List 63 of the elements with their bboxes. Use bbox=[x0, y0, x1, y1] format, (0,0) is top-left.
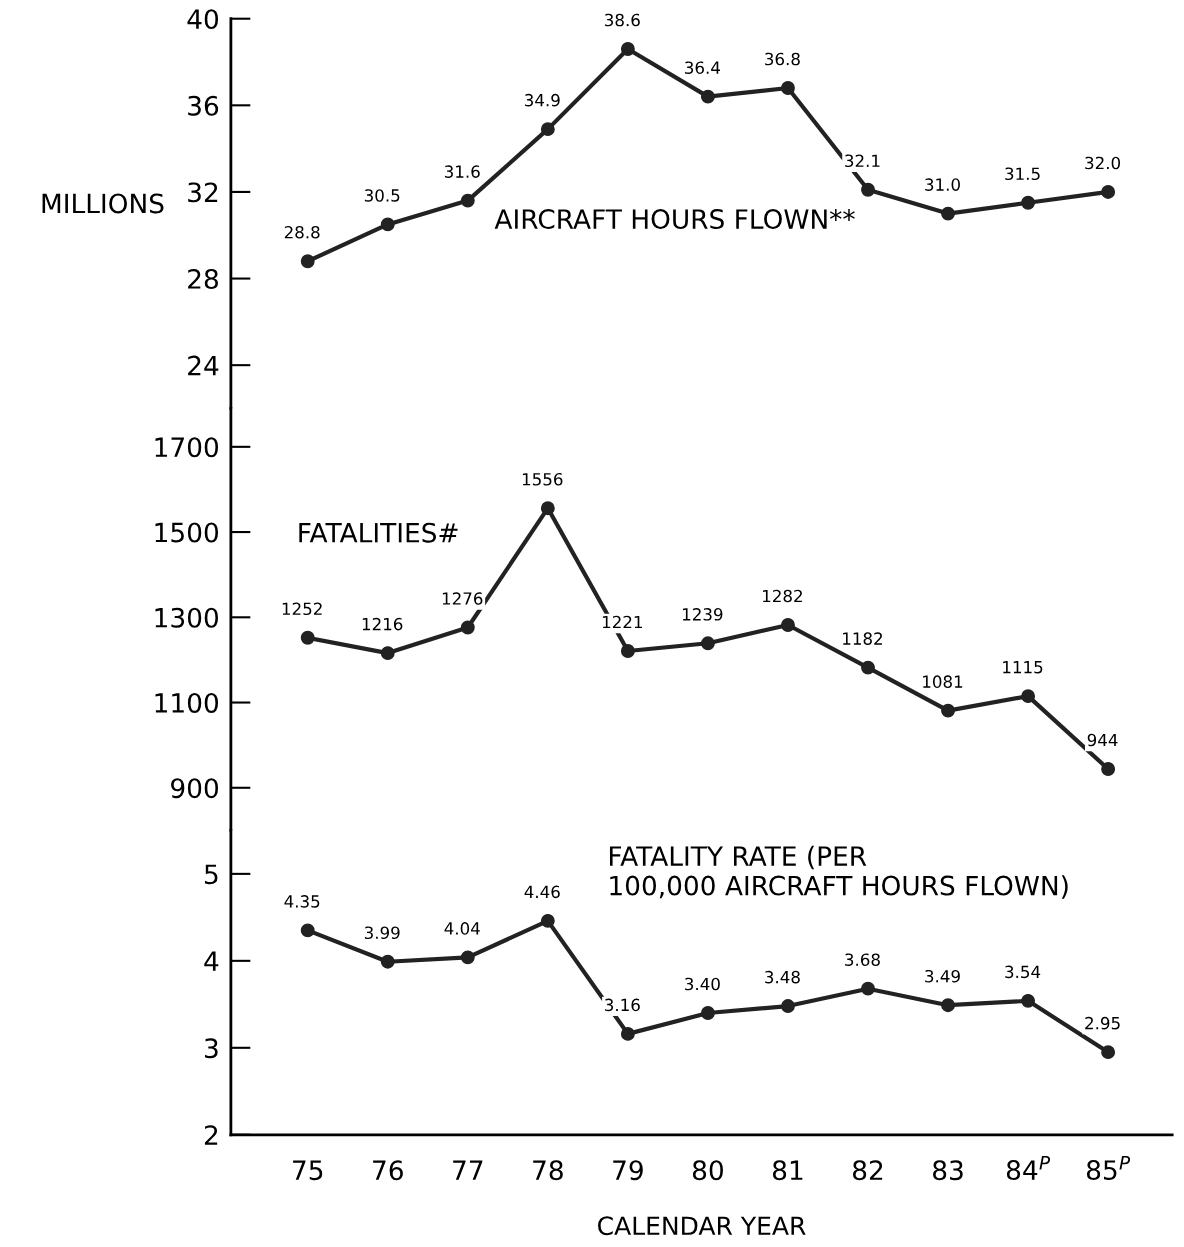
y-tick-label: 1100 bbox=[155, 692, 219, 713]
y-tick-label: 32 bbox=[188, 182, 218, 203]
data-label: 30.5 bbox=[364, 189, 400, 202]
data-label: 3.40 bbox=[685, 977, 720, 991]
x-tick-label: 77 bbox=[453, 1160, 483, 1180]
data-label: 31.6 bbox=[444, 165, 480, 178]
x-tick-label: 76 bbox=[373, 1160, 403, 1181]
x-tick-label: 83 bbox=[933, 1160, 963, 1181]
data-label: 4.35 bbox=[284, 895, 320, 908]
y-tick-label: 1700 bbox=[155, 437, 219, 458]
annotation: FATALITY RATE (PER 100,000 AIRCRAFT HOURS FLOWN) bbox=[609, 845, 1068, 899]
data-label: 38.6 bbox=[605, 13, 640, 27]
y-tick-label: 4 bbox=[204, 951, 219, 971]
data-label: 3.16 bbox=[605, 998, 640, 1012]
data-label: 32.1 bbox=[845, 154, 880, 168]
data-label: 36.8 bbox=[765, 52, 800, 66]
y-tick-label: 24 bbox=[188, 355, 219, 376]
data-label: 1081 bbox=[923, 675, 963, 688]
x-axis-title: CALENDAR YEAR bbox=[598, 1216, 806, 1236]
y-tick-label: 3 bbox=[204, 1038, 218, 1059]
y-tick-label: 28 bbox=[188, 268, 218, 289]
x-tick-label: 82 bbox=[853, 1160, 883, 1181]
data-label: 1182 bbox=[843, 632, 882, 645]
data-label: 31.0 bbox=[925, 178, 960, 191]
y-tick-label: 1500 bbox=[155, 522, 219, 543]
data-label: 2.95 bbox=[1085, 1016, 1120, 1030]
x-tick-label: 78 bbox=[533, 1160, 563, 1181]
annotation: FATALITIES# bbox=[299, 522, 458, 543]
x-tick-label: 79 bbox=[613, 1160, 643, 1181]
data-label: 1276 bbox=[442, 592, 483, 605]
data-label: 3.48 bbox=[765, 970, 800, 984]
data-label: 3.54 bbox=[1005, 965, 1041, 979]
data-label: 3.68 bbox=[845, 953, 880, 966]
y-tick-label: 2 bbox=[204, 1125, 218, 1145]
x-tick-label: 80 bbox=[692, 1160, 723, 1181]
x-tick-label: 81 bbox=[772, 1160, 803, 1181]
annotation: AIRCRAFT HOURS FLOWN** bbox=[494, 209, 855, 230]
y-tick-label: 1300 bbox=[155, 607, 219, 628]
y-tick-label: 5 bbox=[205, 864, 218, 885]
y-tick-label: 40 bbox=[187, 9, 219, 30]
data-label: 1239 bbox=[682, 608, 723, 621]
data-label: 36.4 bbox=[685, 61, 720, 74]
data-label: 4.46 bbox=[524, 885, 560, 899]
x-tick-label: 85$^{P}$ bbox=[1086, 1156, 1131, 1181]
x-tick-label: 75 bbox=[293, 1160, 323, 1181]
y-axis-title: MILLIONS bbox=[42, 193, 164, 214]
data-label: 1115 bbox=[1003, 661, 1043, 674]
data-label: 32.0 bbox=[1085, 156, 1121, 170]
data-label: 1282 bbox=[763, 589, 802, 603]
data-label: 4.04 bbox=[444, 922, 480, 935]
y-tick-label: 36 bbox=[188, 95, 219, 116]
data-label: 944 bbox=[1087, 733, 1118, 747]
data-label: 1252 bbox=[282, 602, 322, 616]
data-label: 28.8 bbox=[284, 225, 320, 239]
data-label: 3.49 bbox=[925, 969, 960, 983]
data-label: 1216 bbox=[362, 617, 403, 631]
data-label: 1556 bbox=[522, 472, 563, 486]
data-label: 1221 bbox=[602, 615, 642, 629]
data-label: 34.9 bbox=[525, 93, 560, 107]
y-tick-label: 900 bbox=[171, 778, 219, 799]
data-label: 31.5 bbox=[1005, 167, 1040, 181]
data-label: 3.99 bbox=[364, 926, 400, 940]
x-tick-label: 84$^{P}$ bbox=[1006, 1156, 1051, 1181]
